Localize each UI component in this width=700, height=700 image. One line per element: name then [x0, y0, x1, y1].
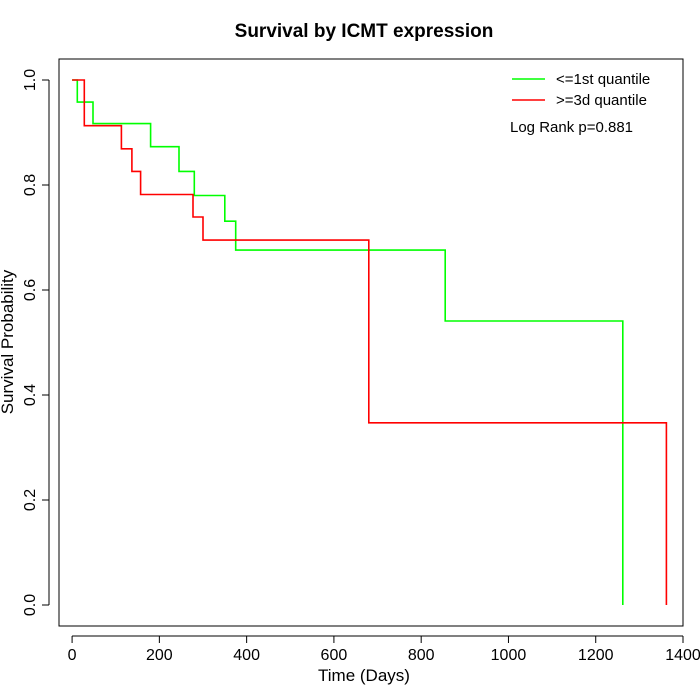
y-tick-label: 0.2: [22, 489, 39, 511]
x-tick-label: 1000: [491, 647, 527, 664]
y-tick-label: 0.4: [22, 384, 39, 406]
y-tick-label: 0.0: [22, 594, 39, 616]
y-tick-label: 0.8: [22, 174, 39, 196]
x-tick-label: 600: [321, 647, 348, 664]
log-rank-annotation: Log Rank p=0.881: [510, 119, 633, 136]
legend-label: >=3d quantile: [556, 92, 647, 109]
chart-title: Survival by ICMT expression: [235, 21, 494, 42]
x-axis: 0 200 400 600 800 1000 1200 1400: [68, 635, 700, 664]
y-tick-label: 0.6: [22, 279, 39, 301]
x-axis-label: Time (Days): [318, 666, 410, 685]
x-tick-label: 400: [233, 647, 260, 664]
legend-label: <=1st quantile: [556, 71, 650, 88]
x-tick-label: 200: [146, 647, 173, 664]
y-axis-label: Survival Probability: [0, 269, 17, 414]
x-tick-label: 0: [68, 647, 77, 664]
series-line-2: [72, 79, 668, 605]
x-tick-label: 1400: [665, 647, 700, 664]
plot-area-frame: [58, 58, 684, 627]
x-tick-label: 1200: [578, 647, 614, 664]
y-tick-label: 1.0: [22, 69, 39, 91]
x-tick-label: 800: [408, 647, 435, 664]
series-line-1: [72, 79, 624, 605]
legend: <=1st quantile >=3d quantile: [512, 71, 650, 109]
y-axis: 0.0 0.2 0.4 0.6 0.8 1.0: [22, 69, 50, 616]
series-layer: [72, 79, 668, 605]
